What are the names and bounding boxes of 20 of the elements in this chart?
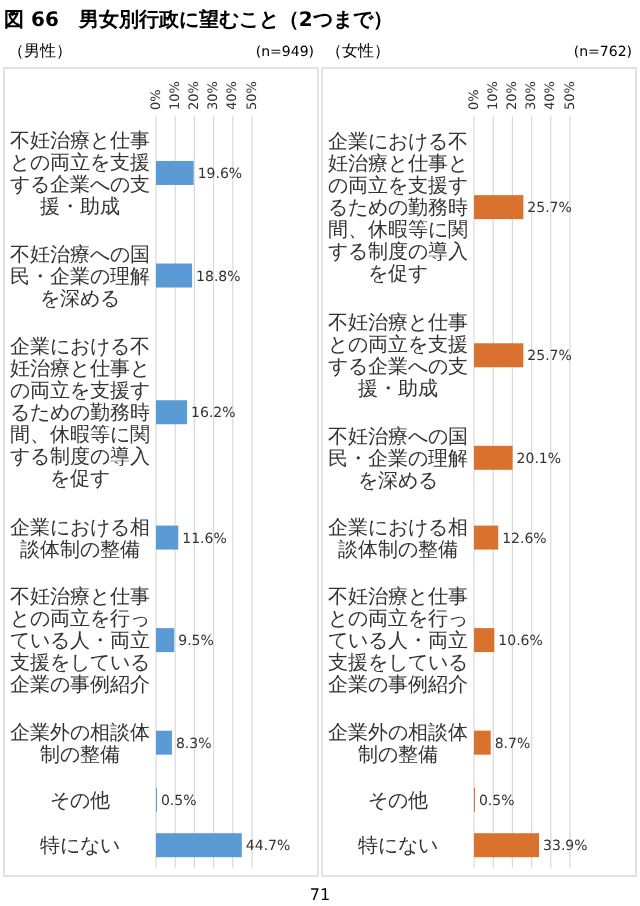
y-tick-label: 企業外の相談体制の整備 (10, 720, 150, 767)
y-tick-label: 企業における不妊治療と仕事との両立を支援するための勤務時間、休暇等に関する制度の導入を促す (328, 130, 468, 287)
y-tick-label: 特にない (358, 834, 438, 859)
y-tick-label: 不妊治療と仕事との両立を行っている人・両立支援をしている企業の事例紹介 (10, 585, 150, 698)
y-tick-label: 企業における不妊治療と仕事との両立を支援するための勤務時間、休暇等に関する制度の導入を促す (10, 335, 150, 492)
chart-subtitle: （女性） (326, 42, 390, 60)
y-tick-label: 不妊治療と仕事との両立を支援する企業への支援・助成 (10, 128, 150, 219)
y-tick-label: 企業における相談体制の整備 (328, 515, 468, 562)
text: 71 (309, 886, 331, 904)
y-tick-label: 不妊治療への国民・企業の理解を深める (328, 424, 468, 493)
y-tick-label: 企業における相談体制の整備 (10, 515, 150, 562)
chart-subtitle: （男性） (8, 42, 72, 60)
y-tick-label: 不妊治療と仕事との両立を支援する企業への支援・助成 (328, 311, 468, 402)
y-tick-label: その他 (368, 788, 428, 813)
y-tick-label: その他 (50, 788, 110, 813)
y-tick-label: 不妊治療と仕事との両立を行っている人・両立支援をしている企業の事例紹介 (328, 585, 468, 698)
y-tick-label: 特にない (40, 834, 120, 859)
chart-title: 図 66 男女別行政に望むこと（2つまで） (4, 8, 393, 32)
y-tick-label: 企業外の相談体制の整備 (328, 720, 468, 767)
y-tick-label: 不妊治療への国民・企業の理解を深める (10, 242, 150, 311)
